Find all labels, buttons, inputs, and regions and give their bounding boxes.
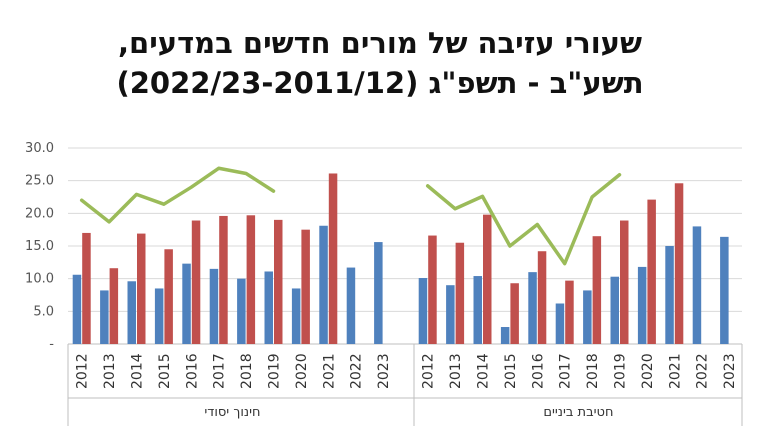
x-tick-label: 2021	[321, 353, 337, 389]
y-tick-label: -	[49, 337, 54, 352]
bar-red	[428, 235, 437, 344]
bar-blue	[319, 225, 328, 344]
x-tick-label: 2023	[722, 353, 738, 389]
bar-blue	[237, 278, 246, 344]
bar-blue	[72, 274, 82, 344]
x-tick-label: 2022	[695, 353, 711, 389]
bar-blue	[374, 242, 383, 344]
y-tick-label: 30.0	[25, 141, 54, 156]
chart-title-line-1: שעורי עזיבה של מורים חדשים במדעים,	[118, 26, 642, 60]
bar-blue	[127, 281, 136, 344]
x-tick-label: 2013	[448, 353, 464, 389]
y-tick-label: 20.0	[25, 206, 54, 221]
series-line	[79, 166, 276, 224]
x-tick-label: 2017	[558, 353, 574, 389]
y-tick-label: 5.0	[33, 304, 54, 319]
bar-red	[274, 219, 283, 344]
bar-blue	[154, 288, 164, 344]
chart-title-line-2: תשע"ב - תשפ"ג (2022/23-2011/12)	[116, 66, 644, 100]
bar-red	[137, 233, 146, 344]
x-tick-label: 2016	[530, 353, 546, 389]
x-tick-label: 2018	[239, 353, 255, 389]
bar-blue	[209, 268, 219, 344]
bar-blue	[264, 271, 273, 344]
bar-red	[301, 229, 310, 344]
bar-blue	[418, 278, 428, 344]
x-tick-label: 2014	[476, 353, 492, 389]
x-tick-label: 2019	[267, 353, 283, 389]
group-label: חטיבת ביניים	[543, 405, 613, 420]
bar-blue	[473, 276, 482, 344]
bar-blue	[583, 290, 592, 344]
x-tick-label: 2015	[157, 353, 173, 389]
x-tick-label: 2016	[184, 353, 200, 389]
bar-blue	[528, 272, 537, 344]
bar-red	[674, 183, 684, 344]
x-tick-label: 2015	[503, 353, 519, 389]
bar-blue	[346, 267, 356, 344]
bar-blue	[665, 246, 674, 344]
x-tick-label: 2017	[212, 353, 228, 389]
group-label: חינוך יסודי	[204, 405, 260, 420]
series-line	[425, 173, 622, 266]
x-tick-label: 2014	[130, 353, 146, 389]
x-tick-label: 2013	[102, 353, 118, 389]
bar-blue	[692, 226, 702, 344]
bar-blue	[555, 303, 565, 344]
y-tick-label: 25.0	[25, 174, 54, 189]
bar-red	[109, 268, 119, 344]
bar-red	[164, 249, 173, 344]
bar-blue	[446, 285, 455, 344]
bar-red	[647, 199, 656, 344]
x-tick-label: 2012	[421, 353, 437, 389]
x-tick-label: 2019	[613, 353, 629, 389]
bar-red	[510, 283, 519, 344]
bar-red	[455, 242, 465, 344]
x-tick-label: 2012	[75, 353, 91, 389]
y-tick-label: 15.0	[25, 239, 54, 254]
y-tick-label: 10.0	[25, 272, 54, 287]
bar-blue	[182, 263, 191, 344]
bar-red	[537, 251, 547, 344]
x-tick-label: 2022	[349, 353, 365, 389]
bar-blue	[637, 266, 647, 344]
x-tick-label: 2020	[294, 353, 310, 389]
x-tick-label: 2023	[376, 353, 392, 389]
bar-red	[592, 236, 602, 344]
x-tick-label: 2020	[640, 353, 656, 389]
bar-blue	[500, 327, 510, 344]
bar-red	[191, 220, 201, 344]
bar-red	[483, 214, 492, 344]
bar-blue	[100, 290, 109, 344]
bar-red	[219, 215, 228, 344]
bar-red	[82, 232, 91, 344]
bar-red	[565, 280, 574, 344]
bar-red	[246, 215, 256, 344]
bar-blue	[610, 276, 619, 344]
bar-red	[328, 173, 338, 344]
bar-red	[620, 220, 629, 344]
x-tick-label: 2021	[667, 353, 683, 389]
bar-blue	[291, 288, 301, 344]
x-tick-label: 2018	[585, 353, 601, 389]
bar-blue	[720, 236, 729, 344]
